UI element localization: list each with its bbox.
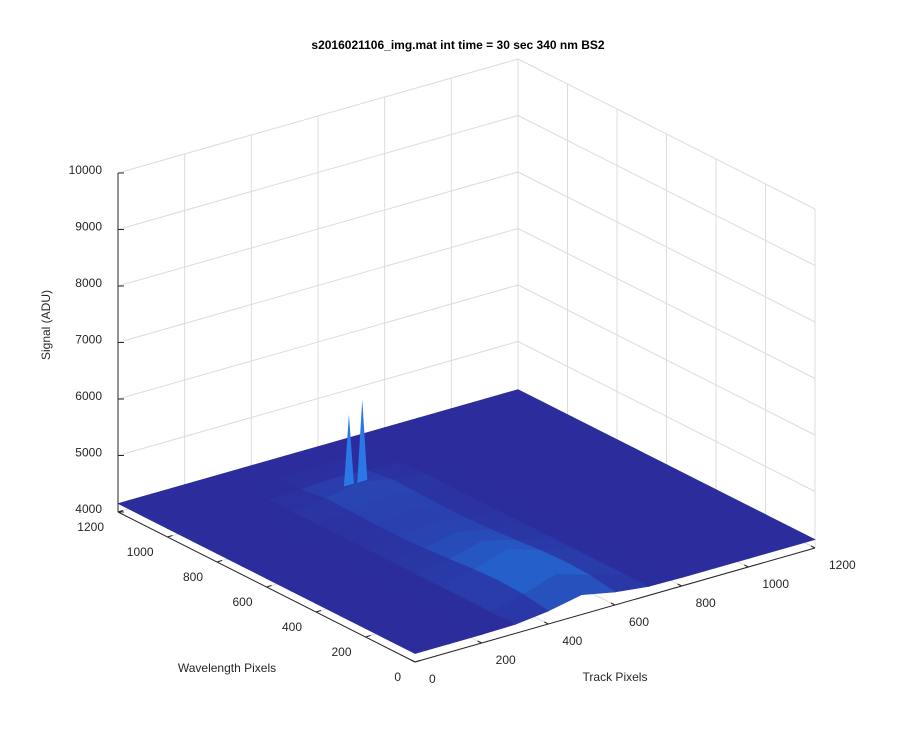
x-tick [410,659,416,663]
y-tick [216,560,223,563]
surface-peak [343,414,354,487]
y-tick-label: 400 [282,620,302,634]
surface-peak [357,399,368,483]
y-tick [365,635,371,638]
y-tick-label: 800 [183,570,203,584]
x-tick [544,621,549,625]
chart-title: s2016021106_img.mat int time = 30 sec 34… [311,38,605,52]
x-axis-label: Track Pixels [583,670,648,684]
z-tick-label: 5000 [75,446,102,460]
z-tick-label: 9000 [75,220,102,234]
z-axis-label: Signal (ADU) [39,290,53,360]
x-tick-label: 0 [429,672,436,686]
z-tick-label: 7000 [75,333,102,347]
x-tick-label: 600 [629,615,649,629]
y-tick-label: 1000 [127,545,154,559]
y-tick-label: 200 [331,645,351,659]
y-tick-label: 600 [232,595,252,609]
grid-line [117,284,519,400]
grid-line [117,171,519,287]
grid-line [117,341,519,456]
y-tick-label: 1200 [77,520,104,534]
z-tick-label: 4000 [75,502,102,516]
y-axis-label: Wavelength Pixels [178,661,276,675]
grid-line [517,228,816,379]
grid-line [517,171,816,323]
z-tick-label: 8000 [75,276,102,290]
y-tick [117,510,124,513]
z-tick-label: 6000 [75,389,102,403]
z-tick-label: 10000 [69,163,103,177]
surface-cell [389,631,450,654]
y-tick [266,585,272,588]
grid-line [517,58,816,210]
grid-line [117,115,519,230]
y-tick [315,610,322,613]
x-tick-label: 800 [696,596,716,610]
x-tick [477,640,482,644]
y-tick-label: 0 [394,670,401,684]
y-tick [414,660,421,663]
grid-line [517,284,816,436]
x-tick [744,564,749,568]
x-tick-label: 400 [562,634,582,648]
x-tick-label: 1200 [829,558,856,572]
grid-line [517,115,816,266]
x-tick [677,583,682,587]
x-tick [810,545,816,549]
y-tick [167,535,173,538]
grid-line [117,228,519,343]
grid-line [517,341,816,492]
x-tick [610,602,616,606]
x-tick-label: 200 [496,653,516,667]
x-tick-label: 1000 [762,577,789,591]
grid-line [117,58,519,174]
